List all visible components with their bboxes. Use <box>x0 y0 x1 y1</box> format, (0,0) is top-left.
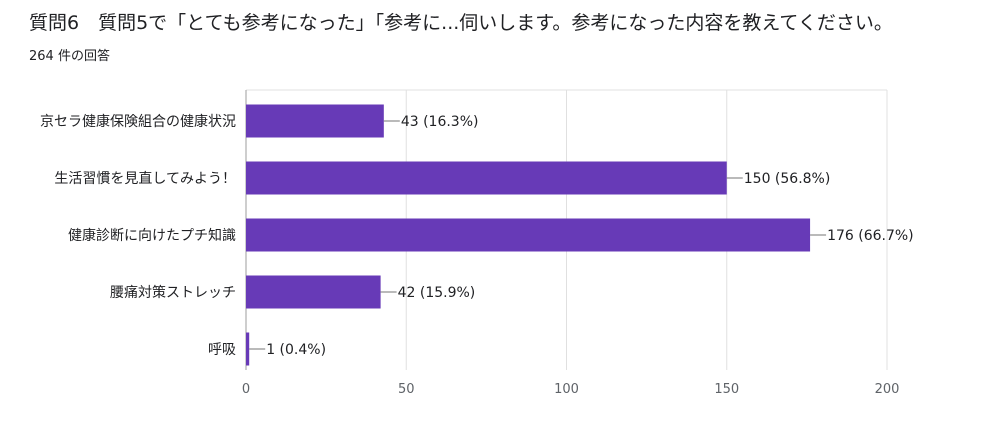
x-tick-label-100: 100 <box>554 382 579 397</box>
category-label: 健康診断に向けたプチ知識 <box>68 227 236 244</box>
bar <box>246 104 384 138</box>
x-tick-label-200: 200 <box>875 382 900 397</box>
category-label: 生活習慣を見直してみよう！ <box>54 170 236 187</box>
category-label: 京セラ健康保険組合の健康状況 <box>40 113 236 130</box>
bar <box>246 332 250 366</box>
bar <box>246 218 811 252</box>
data-label: 176 (66.7%) <box>827 228 914 244</box>
data-label: 150 (56.8%) <box>744 171 831 187</box>
category-label: 腰痛対策ストレッチ <box>110 284 236 301</box>
data-label: 1 (0.4%) <box>266 342 326 358</box>
data-label: 42 (15.9%) <box>398 285 476 301</box>
bar <box>246 161 727 195</box>
x-tick-label-150: 150 <box>714 382 739 397</box>
question-title: 質問6 質問5で「とても参考になった」「参考に...伺いします。参考になった内容… <box>29 12 893 34</box>
response-count: 264 件の回答 <box>29 49 110 64</box>
bar <box>246 275 381 309</box>
x-tick-label-50: 50 <box>398 382 415 397</box>
data-label: 43 (16.3%) <box>401 114 479 130</box>
category-label: 呼吸 <box>208 342 236 358</box>
x-tick-label-0: 0 <box>242 382 250 397</box>
